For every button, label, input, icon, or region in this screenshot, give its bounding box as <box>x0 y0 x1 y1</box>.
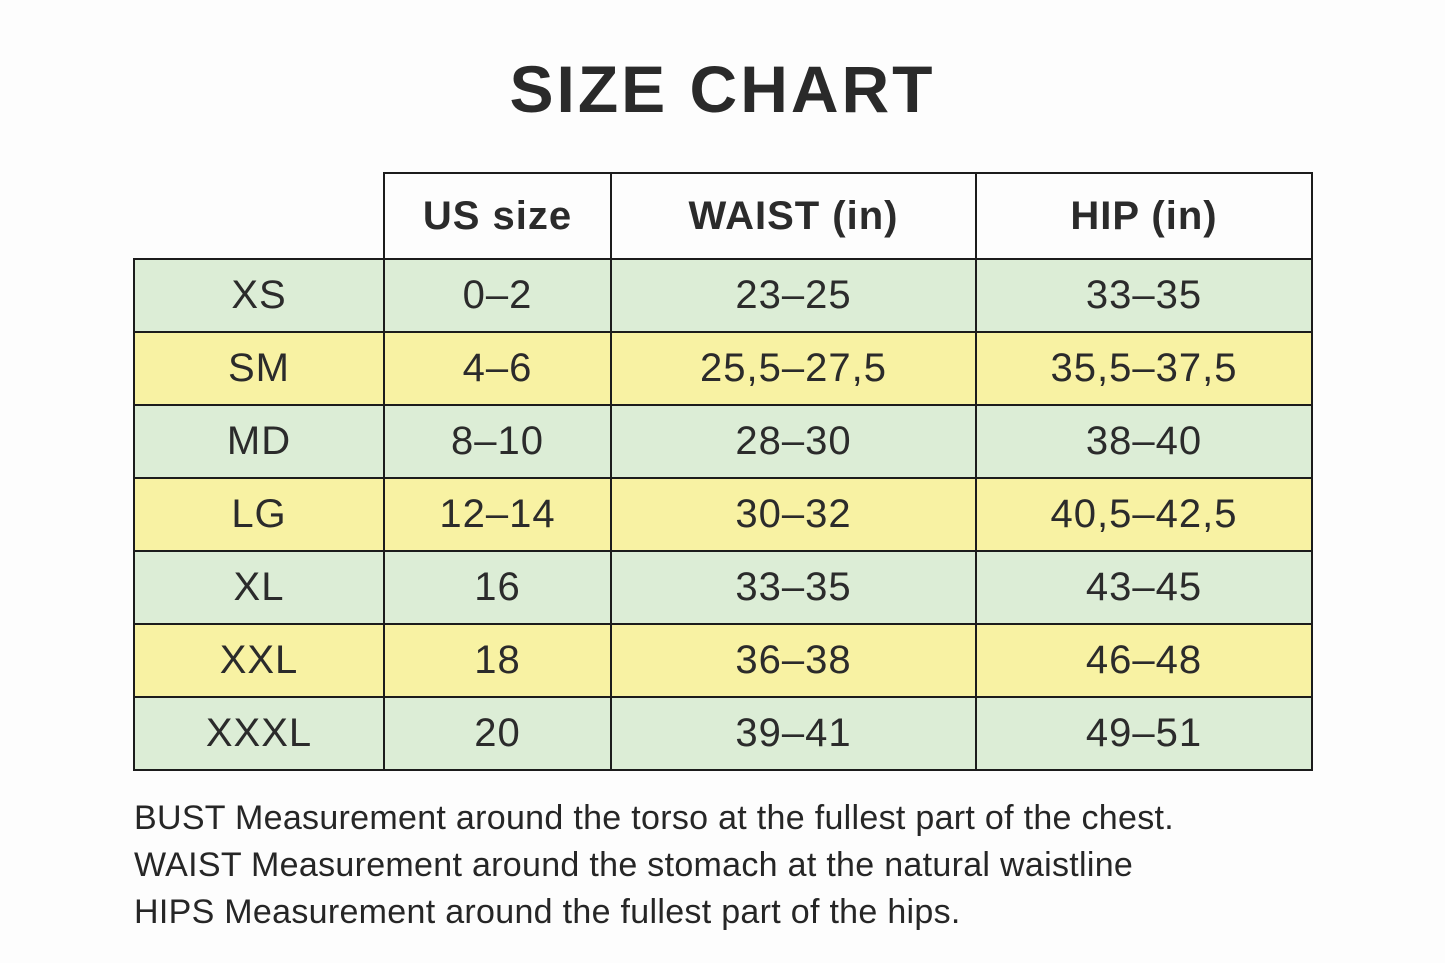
us-size-cell: 20 <box>383 696 612 771</box>
table-row-md: MD 8–10 28–30 38–40 <box>133 404 1313 479</box>
hip-cell: 35,5–37,5 <box>975 331 1313 406</box>
us-size-cell: 4–6 <box>383 331 612 406</box>
waist-cell: 36–38 <box>610 623 977 698</box>
size-cell: XXL <box>133 623 385 698</box>
hip-cell: 49–51 <box>975 696 1313 771</box>
waist-cell: 33–35 <box>610 550 977 625</box>
waist-cell: 39–41 <box>610 696 977 771</box>
note-bust: BUST Measurement around the torso at the… <box>134 799 1175 837</box>
measurement-notes: BUST Measurement around the torso at the… <box>134 795 1385 936</box>
note-hips: HIPS Measurement around the fullest part… <box>134 893 961 931</box>
hip-cell: 38–40 <box>975 404 1313 479</box>
table-row-sm: SM 4–6 25,5–27,5 35,5–37,5 <box>133 331 1313 406</box>
header-us-size: US size <box>383 172 612 260</box>
us-size-cell: 12–14 <box>383 477 612 552</box>
size-cell: SM <box>133 331 385 406</box>
hip-cell: 43–45 <box>975 550 1313 625</box>
waist-cell: 28–30 <box>610 404 977 479</box>
table-row-xs: XS 0–2 23–25 33–35 <box>133 258 1313 333</box>
us-size-cell: 8–10 <box>383 404 612 479</box>
page-title: SIZE CHART <box>509 52 936 126</box>
table-row-xl: XL 16 33–35 43–45 <box>133 550 1313 625</box>
header-hip: HIP (in) <box>975 172 1313 260</box>
waist-cell: 30–32 <box>610 477 977 552</box>
size-chart-table: US size WAIST (in) HIP (in) XS 0–2 23–25… <box>133 172 1313 771</box>
size-cell: MD <box>133 404 385 479</box>
hip-cell: 33–35 <box>975 258 1313 333</box>
waist-cell: 23–25 <box>610 258 977 333</box>
us-size-cell: 16 <box>383 550 612 625</box>
table-row-xxl: XXL 18 36–38 46–48 <box>133 623 1313 698</box>
size-cell: LG <box>133 477 385 552</box>
us-size-cell: 0–2 <box>383 258 612 333</box>
header-row: US size WAIST (in) HIP (in) <box>134 172 1313 260</box>
header-corner-cell <box>134 173 384 259</box>
table-row-lg: LG 12–14 30–32 40,5–42,5 <box>133 477 1313 552</box>
hip-cell: 46–48 <box>975 623 1313 698</box>
us-size-cell: 18 <box>383 623 612 698</box>
size-cell: XL <box>133 550 385 625</box>
size-cell: XS <box>133 258 385 333</box>
size-cell: XXXL <box>133 696 385 771</box>
note-waist: WAIST Measurement around the stomach at … <box>134 846 1134 884</box>
header-waist: WAIST (in) <box>610 172 977 260</box>
table-row-xxxl: XXXL 20 39–41 49–51 <box>133 696 1313 771</box>
hip-cell: 40,5–42,5 <box>975 477 1313 552</box>
waist-cell: 25,5–27,5 <box>610 331 977 406</box>
